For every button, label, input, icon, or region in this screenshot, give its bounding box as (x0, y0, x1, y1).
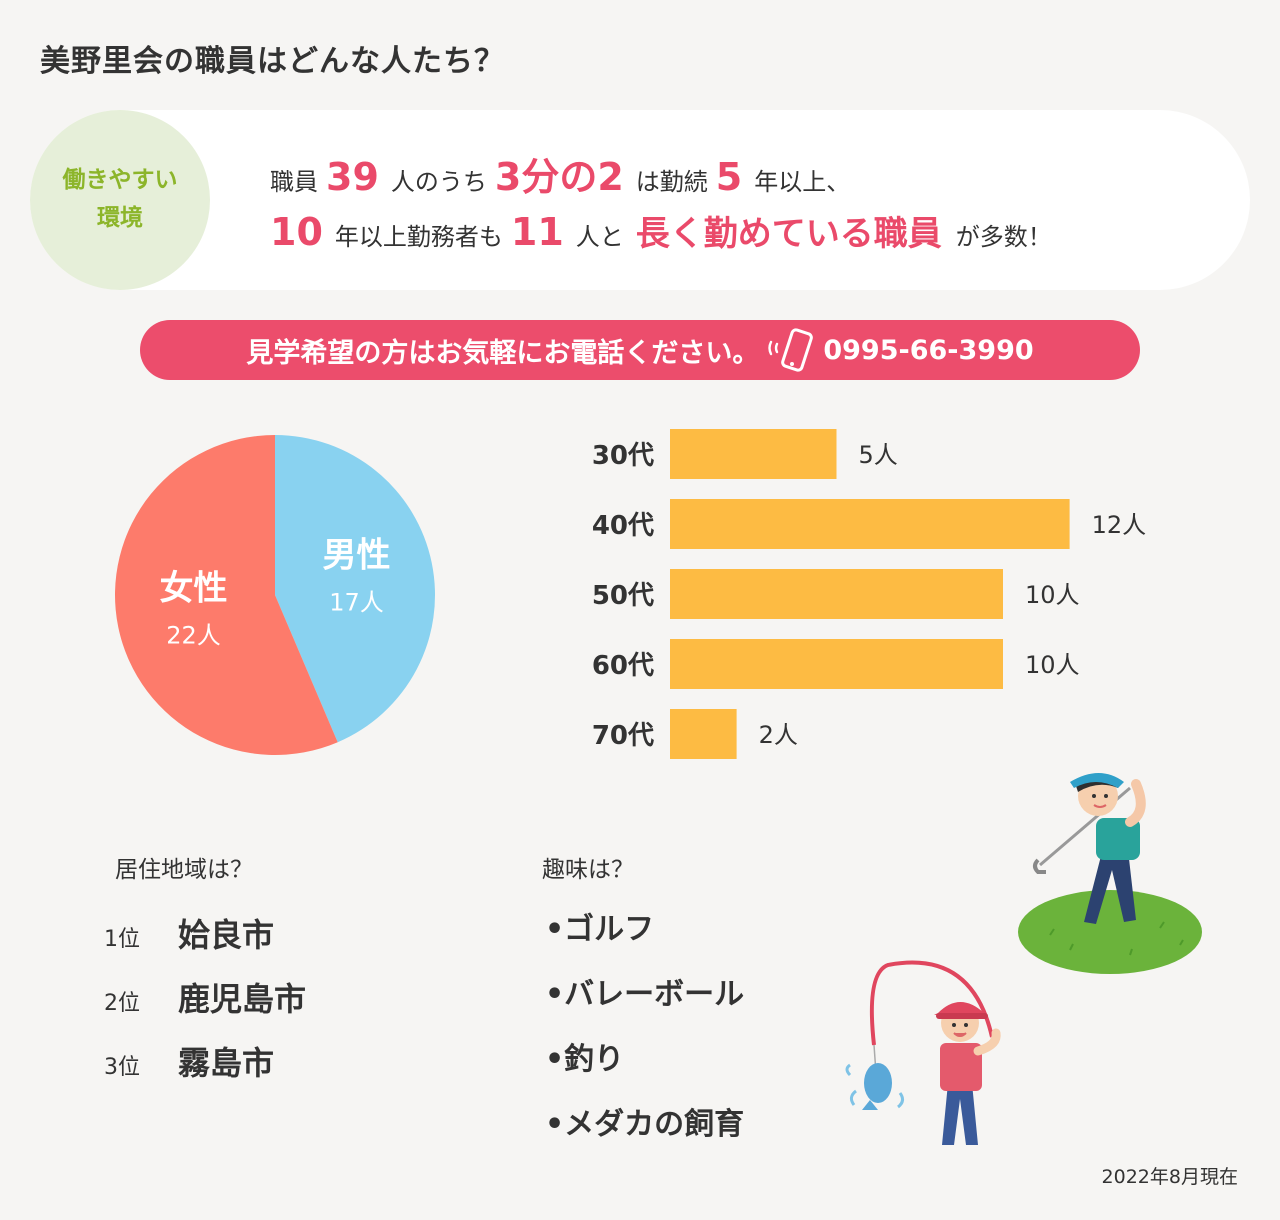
residence-rank: 2位 (104, 991, 140, 1016)
highlight-figure: 5 (715, 155, 743, 199)
bar-category-label: 60代 (592, 651, 654, 681)
highlight-figure: 39 (326, 155, 379, 199)
bar-category-label: 40代 (592, 511, 654, 541)
pie-value-label: 17人 (329, 588, 384, 616)
pie-slice-male (275, 435, 436, 743)
hobby-item: •バレーボール (545, 977, 745, 1012)
residence-item: 1位 姶良市 (104, 910, 306, 956)
residence-rank: 3位 (104, 1055, 140, 1080)
hobby-item: •メダカの飼育 (545, 1107, 745, 1142)
pie-slice-female (115, 435, 338, 755)
golfer-illustration (1018, 773, 1202, 974)
summary-line-2: 10 年以上勤務者も 11 人と 長く勤めている職員 が多数！ (270, 206, 1052, 255)
bar-value-label: 12人 (1092, 511, 1147, 539)
age-bar (670, 569, 1003, 619)
pie-value-label: 22人 (166, 622, 221, 650)
hobby-item: •釣り (545, 1042, 625, 1077)
call-to-action-banner[interactable]: 見学希望の方はお気軽にお電話ください。 0995-66-3990 (140, 320, 1140, 380)
bar-value-label: 5人 (859, 441, 898, 469)
summary-text: 人と (575, 223, 624, 251)
age-bar (670, 639, 1003, 689)
residence-list: 1位 姶良市 2位 鹿児島市 3位 霧島市 (104, 910, 306, 1102)
age-bar (670, 709, 737, 759)
badge-line2: 環境 (97, 205, 143, 231)
badge-line1: 働きやすい (62, 167, 178, 194)
hobby-list: •ゴルフ •バレーボール •釣り •メダカの飼育 (545, 904, 744, 1164)
residence-item: 2位 鹿児島市 (104, 974, 306, 1020)
residence-heading: 居住地域は？ (115, 857, 253, 883)
residence-city: 姶良市 (178, 916, 275, 954)
highlight-figure: 10 (270, 210, 323, 254)
gender-pie-chart: 男性 17人 女性 22人 (115, 435, 436, 755)
residence-city: 霧島市 (178, 1044, 275, 1082)
highlight-figure: 長く勤めている職員 (635, 214, 942, 254)
page-title: 美野里会の職員はどんな人たち？ (40, 44, 505, 79)
cta-phone-number[interactable]: 0995-66-3990 (823, 334, 1034, 366)
residence-item: 3位 霧島市 (104, 1038, 306, 1084)
summary-text: 年以上勤務者も (334, 223, 503, 251)
bar-value-label: 10人 (1025, 581, 1080, 609)
angler-illustration (845, 960, 1001, 1145)
pie-category-label: 男性 (323, 535, 391, 575)
summary-text: は勤続 (635, 168, 708, 196)
age-bar (670, 499, 1070, 549)
bar-category-label: 70代 (592, 721, 654, 751)
age-bar (670, 429, 837, 479)
residence-city: 鹿児島市 (178, 980, 307, 1018)
summary-text: 職員 (270, 168, 318, 196)
cta-text: 見学希望の方はお気軽にお電話ください。 (246, 337, 760, 369)
smartphone-icon (768, 328, 814, 372)
hobby-item: •ゴルフ (545, 912, 655, 947)
hobbies-heading: 趣味は？ (542, 857, 634, 883)
bar-category-label: 30代 (592, 441, 654, 471)
residence-rank: 1位 (104, 927, 140, 952)
summary-text: が多数！ (955, 223, 1052, 251)
highlight-figure: 3分の2 (494, 155, 624, 199)
bar-value-label: 10人 (1025, 651, 1080, 679)
as-of-date: 2022年8月現在 (1101, 1166, 1238, 1188)
summary-banner (30, 110, 1250, 290)
highlight-figure: 11 (510, 210, 564, 254)
summary-line-1: 職員 39 人のうち 3分の2 は勤続 5 年以上、 (270, 146, 850, 201)
bar-category-label: 50代 (592, 581, 654, 611)
summary-text: 年以上、 (754, 168, 851, 196)
workplace-badge: 働きやすい 環境 (30, 110, 210, 290)
pie-category-label: 女性 (159, 569, 227, 609)
summary-text: 人のうち (390, 168, 487, 196)
age-bar-chart: 30代 5人 40代 12人 50代 10人 60代 10人 70代 2人 (592, 429, 1147, 759)
bar-value-label: 2人 (759, 721, 798, 749)
